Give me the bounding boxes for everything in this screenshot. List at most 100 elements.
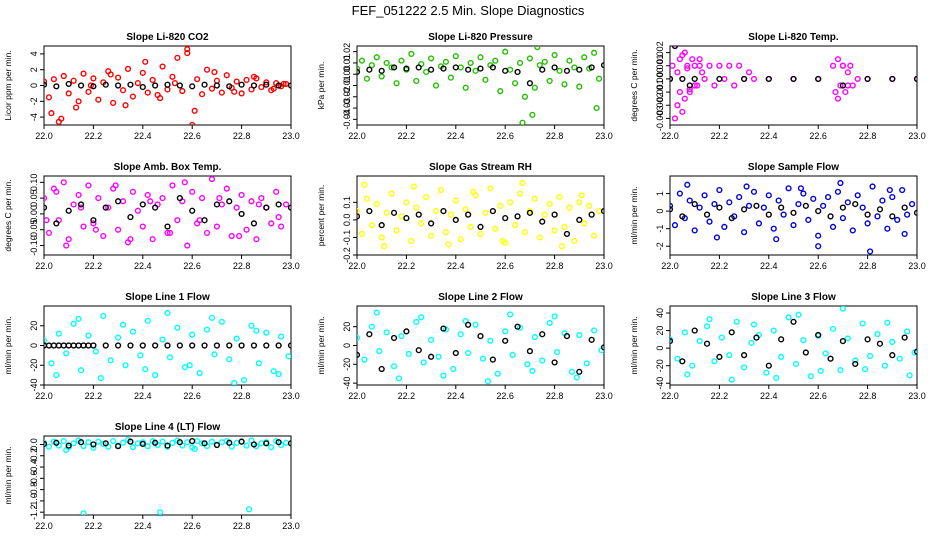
data-point	[541, 58, 548, 65]
data-point	[107, 357, 114, 364]
data-point	[689, 56, 696, 63]
selected-point	[716, 353, 723, 361]
data-point	[854, 192, 861, 199]
x-tick-label: 22.6	[496, 391, 514, 401]
x-tick-label: 22.4	[134, 131, 152, 141]
panel-1: Slope Li-820 CO2 22.0 22.2 22.4 22.6 22.8 23.0…	[3, 32, 300, 141]
x-tick-label: 22.6	[809, 391, 827, 401]
data-point	[462, 84, 469, 91]
x-tick-label: 22.2	[711, 131, 729, 141]
x-tick-label: 22.8	[859, 391, 877, 401]
data-point	[494, 370, 501, 377]
x-tick-label: 22.2	[85, 521, 103, 531]
data-point	[398, 213, 405, 220]
data-point	[519, 179, 526, 187]
data-point	[60, 179, 67, 186]
selected-point	[440, 65, 447, 72]
selected-point	[90, 83, 97, 90]
data-points	[670, 306, 917, 383]
data-point	[862, 366, 869, 373]
x-tick-label: 22.6	[496, 261, 514, 271]
x-tick-label: 22.0	[348, 131, 366, 141]
selected-point	[102, 440, 109, 447]
data-point	[114, 334, 122, 341]
data-point	[268, 444, 275, 451]
panel-title: Slope Li-820 CO2	[126, 32, 209, 43]
data-point	[531, 84, 538, 91]
data-point	[203, 229, 211, 236]
data-point	[763, 369, 770, 376]
data-point	[144, 317, 151, 324]
data-point	[686, 197, 693, 204]
selected-point	[686, 82, 693, 89]
selected-point	[85, 342, 92, 349]
data-point	[815, 232, 822, 239]
data-point	[467, 59, 474, 67]
data-point	[413, 204, 420, 211]
data-point	[703, 323, 711, 330]
data-point	[679, 108, 686, 115]
panel-6: Slope Sample Flow 22.0 22.2 22.4 22.6 22.8 23.…	[629, 162, 926, 271]
data-point	[50, 76, 57, 83]
data-point	[536, 234, 543, 241]
data-point	[174, 54, 181, 61]
y-tick-label: 20	[29, 321, 39, 331]
data-point	[285, 353, 291, 360]
data-point	[684, 65, 691, 72]
selected-point	[53, 439, 60, 446]
data-point	[184, 50, 191, 57]
selected-point	[839, 338, 847, 345]
panel-7: Slope Line 1 Flow 22.0 22.2 22.4 22.6 22.8 23.…	[3, 292, 300, 401]
selected-point	[226, 439, 233, 446]
selected-point	[90, 217, 97, 224]
x-tick-label: 23.0	[595, 131, 613, 141]
data-point	[477, 230, 484, 238]
data-point	[270, 85, 277, 92]
selected-point	[226, 83, 233, 90]
selected-point	[670, 75, 674, 83]
data-point	[393, 227, 400, 234]
data-point	[258, 440, 265, 447]
data-point	[73, 104, 80, 111]
x-tick-label: 22.0	[35, 521, 53, 531]
selected-point	[790, 318, 797, 325]
data-point	[198, 195, 206, 202]
panel-3: Slope Li-820 Temp. 22.0 22.2 22.4 22.6 22.8 23…	[629, 32, 926, 141]
data-point	[511, 222, 519, 229]
x-tick-label: 22.2	[398, 391, 416, 401]
data-points	[44, 309, 291, 385]
selected-point	[600, 208, 604, 215]
data-point	[408, 50, 415, 58]
data-point	[152, 372, 159, 379]
data-point	[465, 349, 472, 357]
y-tick-label: 0.0	[342, 214, 352, 227]
selected-point	[415, 211, 422, 218]
data-point	[95, 96, 102, 103]
selected-point	[671, 46, 679, 50]
data-point	[198, 91, 206, 98]
data-point	[716, 186, 723, 194]
x-tick-label: 22.2	[398, 131, 416, 141]
selected-point	[864, 211, 871, 218]
data-point	[571, 64, 578, 71]
data-point	[586, 202, 593, 209]
data-point	[859, 320, 866, 327]
selected-point	[164, 342, 171, 349]
y-tick-label: 0.00	[342, 65, 352, 83]
y-tick-label: -0.05	[29, 219, 39, 240]
selected-point	[600, 62, 604, 69]
data-point	[275, 371, 282, 378]
data-point	[711, 358, 718, 365]
y-tick-label: -0.002	[655, 92, 665, 118]
data-point	[884, 319, 891, 326]
data-point	[70, 320, 77, 327]
y-tick-label: -20	[342, 358, 352, 371]
y-axis-label: degrees C per min.	[629, 49, 639, 121]
data-point	[748, 339, 755, 346]
data-point	[105, 204, 112, 211]
data-point	[282, 201, 290, 208]
selected-point	[913, 348, 917, 355]
data-point	[674, 102, 681, 109]
data-point	[80, 223, 87, 230]
selected-point	[250, 342, 258, 349]
